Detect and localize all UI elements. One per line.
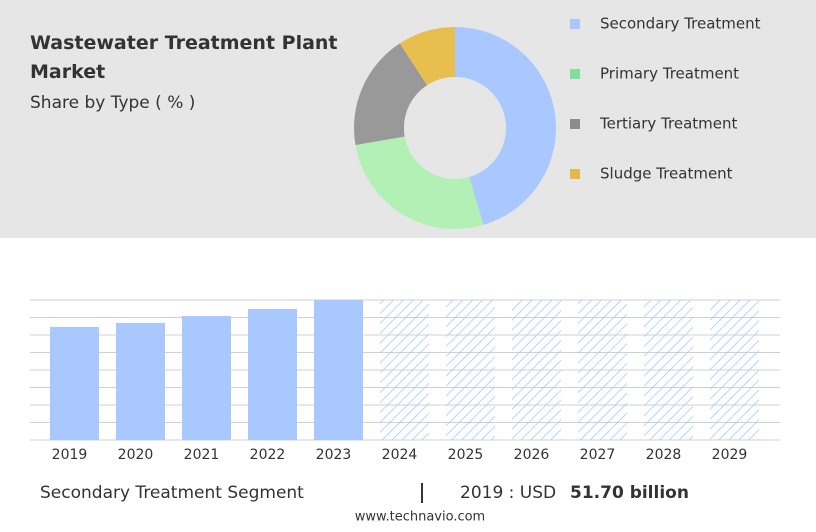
bar — [182, 315, 231, 440]
bar — [314, 300, 363, 440]
forecast-placeholder — [380, 300, 429, 440]
x-tick-label: 2026 — [514, 447, 550, 463]
legend-label: Sludge Treatment — [600, 165, 733, 183]
donut-hole — [404, 77, 506, 179]
forecast-placeholder — [578, 300, 627, 440]
donut-slice — [455, 27, 556, 225]
bar — [248, 308, 297, 440]
legend-swatch — [570, 69, 580, 79]
legend-swatch — [570, 19, 580, 29]
donut-slice — [353, 43, 428, 146]
x-tick-label: 2022 — [250, 447, 286, 463]
x-tick-label: 2020 — [118, 447, 154, 463]
title-line: Wastewater Treatment Plant Market — [30, 32, 338, 83]
x-tick-label: 2019 — [52, 447, 88, 463]
x-tick-label: 2025 — [448, 447, 484, 463]
x-tick-label: 2027 — [580, 447, 616, 463]
subtitle: Share by Type ( % ) — [30, 93, 195, 113]
legend-swatch — [570, 119, 580, 129]
legend-label: Secondary Treatment — [600, 15, 761, 33]
donut-slice — [399, 27, 455, 86]
x-tick-label: 2028 — [646, 447, 682, 463]
donut-slice — [355, 136, 484, 229]
x-tick-label: 2021 — [184, 447, 220, 463]
value-label: 51.70 billion — [570, 483, 689, 503]
bar — [116, 322, 165, 440]
forecast-placeholder — [512, 300, 561, 440]
website: www.technavio.com — [355, 510, 485, 525]
segment-label: Secondary Treatment Segment — [40, 483, 304, 503]
legend-swatch — [570, 169, 580, 179]
x-tick-label: 2024 — [382, 447, 418, 463]
legend-label: Tertiary Treatment — [599, 115, 738, 133]
forecast-placeholder — [644, 300, 693, 440]
year-label: 2019 : USD — [460, 483, 556, 503]
legend-label: Primary Treatment — [600, 65, 739, 83]
bar — [50, 326, 99, 440]
forecast-placeholder — [446, 300, 495, 440]
x-tick-label: 2023 — [316, 447, 352, 463]
forecast-placeholder — [710, 300, 759, 440]
x-tick-label: 2029 — [712, 447, 748, 463]
